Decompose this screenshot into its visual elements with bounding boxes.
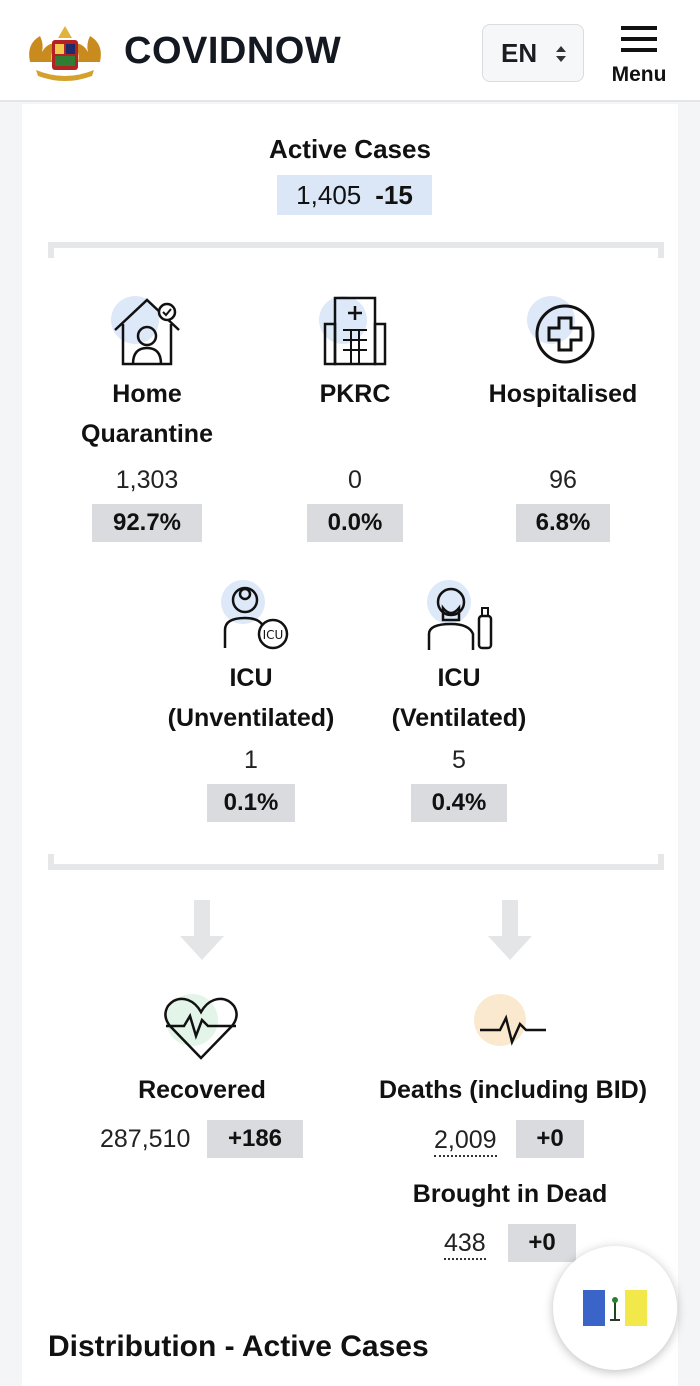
hamburger-icon (621, 26, 657, 52)
bid-label: Brought in Dead (412, 1180, 608, 1208)
divider-bracket-bottom (48, 854, 664, 870)
deaths-label: Deaths (including BID) (378, 1076, 648, 1104)
select-caret-icon (556, 46, 566, 62)
active-cases-value: 1,405 (296, 179, 362, 210)
recovered-label: Recovered (138, 1076, 266, 1104)
icu-doctor-icon: ICU (221, 580, 289, 650)
medical-cross-icon (527, 296, 595, 364)
ventilated-patient-icon (427, 580, 493, 650)
icu-unventilated-label: ICU (Unventilated) (167, 664, 335, 732)
home-quarantine-percent: 92.7% (92, 504, 202, 542)
state-flag-icon (583, 1290, 647, 1326)
bid-change: +0 (508, 1224, 576, 1262)
heart-pulse-icon (164, 994, 238, 1060)
recovered-change: +186 (207, 1120, 303, 1158)
recovered-value: 287,510 (100, 1125, 191, 1153)
pulse-line-icon (474, 994, 546, 1046)
home-quarantine-icon (111, 296, 180, 366)
language-selector[interactable]: EN (482, 24, 584, 82)
distribution-title: Distribution - Active Cases (48, 1330, 429, 1363)
arrow-down-icon (488, 900, 532, 960)
stat-home-quarantine: Home Quarantine (42, 290, 252, 454)
stat-icu-ventilated: ICU (Ventilated) (354, 574, 564, 738)
hospitalised-label: Hospitalised (488, 380, 638, 408)
pkrc-label[interactable]: PKRC (319, 380, 391, 408)
active-cases-chip: 1,405 -15 (277, 175, 432, 215)
hospital-building-icon (319, 296, 387, 366)
pkrc-value: 0 (348, 466, 362, 494)
home-quarantine-label: Home Quarantine (81, 380, 213, 448)
deaths-value[interactable]: 2,009 (434, 1125, 497, 1157)
stat-hospitalised: Hospitalised (458, 290, 668, 414)
stat-pkrc: PKRC (250, 290, 460, 414)
active-cases-change: -15 (375, 179, 413, 210)
icu-ventilated-percent: 0.4% (411, 784, 507, 822)
top-navbar: COVIDNOW EN Menu (0, 0, 700, 102)
icu-unventilated-value: 1 (244, 746, 258, 774)
app-title: COVIDNOW (124, 30, 342, 72)
divider-bracket (48, 242, 664, 258)
arrow-down-icon (180, 900, 224, 960)
pkrc-percent: 0.0% (307, 504, 403, 542)
icu-unventilated-percent: 0.1% (207, 784, 295, 822)
language-value: EN (501, 37, 538, 68)
active-cases-title: Active Cases (269, 134, 431, 164)
state-selector-button[interactable] (553, 1246, 677, 1370)
icu-ventilated-value: 5 (452, 746, 466, 774)
svg-text:ICU: ICU (263, 628, 284, 642)
coat-of-arms-logo[interactable] (22, 22, 108, 84)
icu-ventilated-label: ICU (Ventilated) (391, 664, 527, 732)
hospitalised-value: 96 (549, 466, 577, 494)
bid-value[interactable]: 438 (444, 1228, 486, 1260)
menu-label: Menu (611, 63, 667, 86)
deaths-change: +0 (516, 1120, 584, 1158)
stat-icu-unventilated: ICU ICU (Unventilated) (146, 574, 356, 738)
hospitalised-percent: 6.8% (516, 504, 610, 542)
home-quarantine-value: 1,303 (115, 466, 179, 494)
active-cases-card: Active Cases 1,405 -15 Home Quarantine PK… (22, 104, 678, 1386)
menu-button[interactable]: Menu (604, 26, 674, 92)
